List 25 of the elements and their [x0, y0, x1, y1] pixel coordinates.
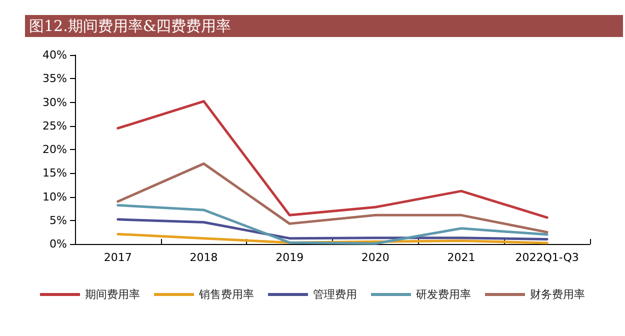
y-tick-label: 15% — [42, 166, 67, 180]
y-tick-label: 25% — [42, 119, 67, 132]
y-tick-label: 20% — [42, 143, 67, 156]
y-tick-label: 30% — [42, 96, 67, 109]
legend-label: 管理费用 — [313, 288, 357, 301]
line-series — [116, 204, 548, 245]
legend-label: 期间费用率 — [85, 288, 140, 301]
y-tick-label: 5% — [50, 214, 67, 227]
legend-label: 研发费用率 — [416, 288, 471, 301]
legend-label: 销售费用率 — [198, 288, 254, 301]
line-series — [116, 100, 548, 219]
line-series — [116, 162, 548, 234]
x-tick-label: 2019 — [276, 251, 304, 264]
x-tick-label: 2018 — [190, 251, 218, 264]
y-tick-label: 35% — [42, 72, 67, 86]
y-tick-label: 10% — [42, 190, 67, 204]
x-tick-label: 2021 — [447, 251, 476, 264]
chart-title: 图12.期间费用率&四费费用率 — [25, 15, 623, 37]
line-series — [116, 218, 548, 241]
x-tick-label: 2017 — [104, 251, 132, 264]
legend-label: 财务费用率 — [530, 288, 585, 301]
x-tick-label: 2022Q1-Q3 — [515, 251, 579, 264]
y-tick-label: 0% — [50, 238, 67, 250]
x-tick-label: 2020 — [361, 251, 390, 264]
y-tick-label: 40% — [42, 48, 67, 62]
